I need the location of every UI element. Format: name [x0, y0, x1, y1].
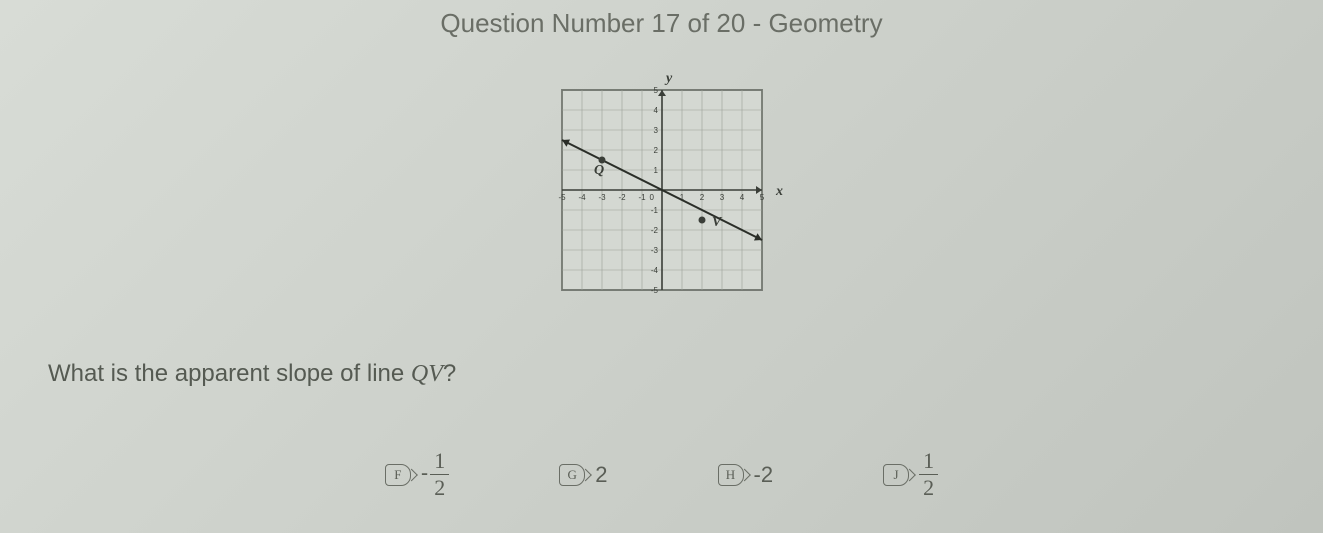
choice-f[interactable]: F -12 — [385, 450, 449, 499]
svg-text:-4: -4 — [650, 266, 658, 275]
svg-text:5: 5 — [653, 86, 658, 95]
coordinate-graph: -5-4-3-2-112345-5-4-3-2-1123450xyQV — [532, 60, 792, 325]
svg-text:-5: -5 — [558, 193, 566, 202]
svg-text:3: 3 — [653, 126, 658, 135]
question-suffix: ? — [443, 360, 456, 387]
choice-key-icon: G — [559, 464, 585, 486]
fraction-num: 1 — [430, 450, 449, 475]
choice-key-icon: J — [883, 464, 909, 486]
choice-value: 2 — [595, 462, 607, 488]
svg-text:y: y — [664, 71, 673, 86]
svg-text:Q: Q — [594, 163, 604, 178]
choice-j[interactable]: J 12 — [883, 450, 938, 499]
fraction-den: 2 — [919, 475, 938, 499]
svg-text:4: 4 — [653, 106, 658, 115]
svg-text:-3: -3 — [598, 193, 606, 202]
answer-row: F -12 G 2 H -2 J 12 — [0, 450, 1323, 499]
choice-key-icon: H — [718, 464, 744, 486]
svg-text:-2: -2 — [618, 193, 626, 202]
svg-text:0: 0 — [649, 193, 654, 202]
svg-text:4: 4 — [739, 193, 744, 202]
fraction: 12 — [919, 450, 938, 499]
choice-key-icon: F — [385, 464, 411, 486]
svg-text:2: 2 — [653, 146, 658, 155]
fraction-den: 2 — [430, 475, 449, 499]
svg-text:-3: -3 — [650, 246, 658, 255]
page-title: Question Number 17 of 20 - Geometry — [0, 8, 1323, 39]
svg-text:1: 1 — [653, 166, 658, 175]
svg-text:-4: -4 — [578, 193, 586, 202]
svg-text:-2: -2 — [650, 226, 658, 235]
svg-text:-5: -5 — [650, 286, 658, 295]
svg-text:3: 3 — [719, 193, 724, 202]
choice-g[interactable]: G 2 — [559, 462, 607, 488]
fraction-num: 1 — [919, 450, 938, 475]
fraction: 12 — [430, 450, 449, 499]
svg-text:5: 5 — [759, 193, 764, 202]
graph-svg: -5-4-3-2-112345-5-4-3-2-1123450xyQV — [532, 60, 792, 320]
choice-h[interactable]: H -2 — [718, 462, 774, 488]
svg-text:x: x — [775, 184, 783, 199]
choice-value: -2 — [754, 462, 774, 488]
question-prefix: What is the apparent slope of line — [48, 360, 411, 387]
svg-text:2: 2 — [699, 193, 704, 202]
choice-value: 12 — [919, 450, 938, 499]
question-text: What is the apparent slope of line QV? — [48, 360, 456, 388]
svg-text:-1: -1 — [638, 193, 646, 202]
svg-text:-1: -1 — [650, 206, 658, 215]
fraction-sign: - — [421, 460, 428, 485]
choice-value: -12 — [421, 450, 449, 499]
question-variable: QV — [411, 361, 443, 387]
